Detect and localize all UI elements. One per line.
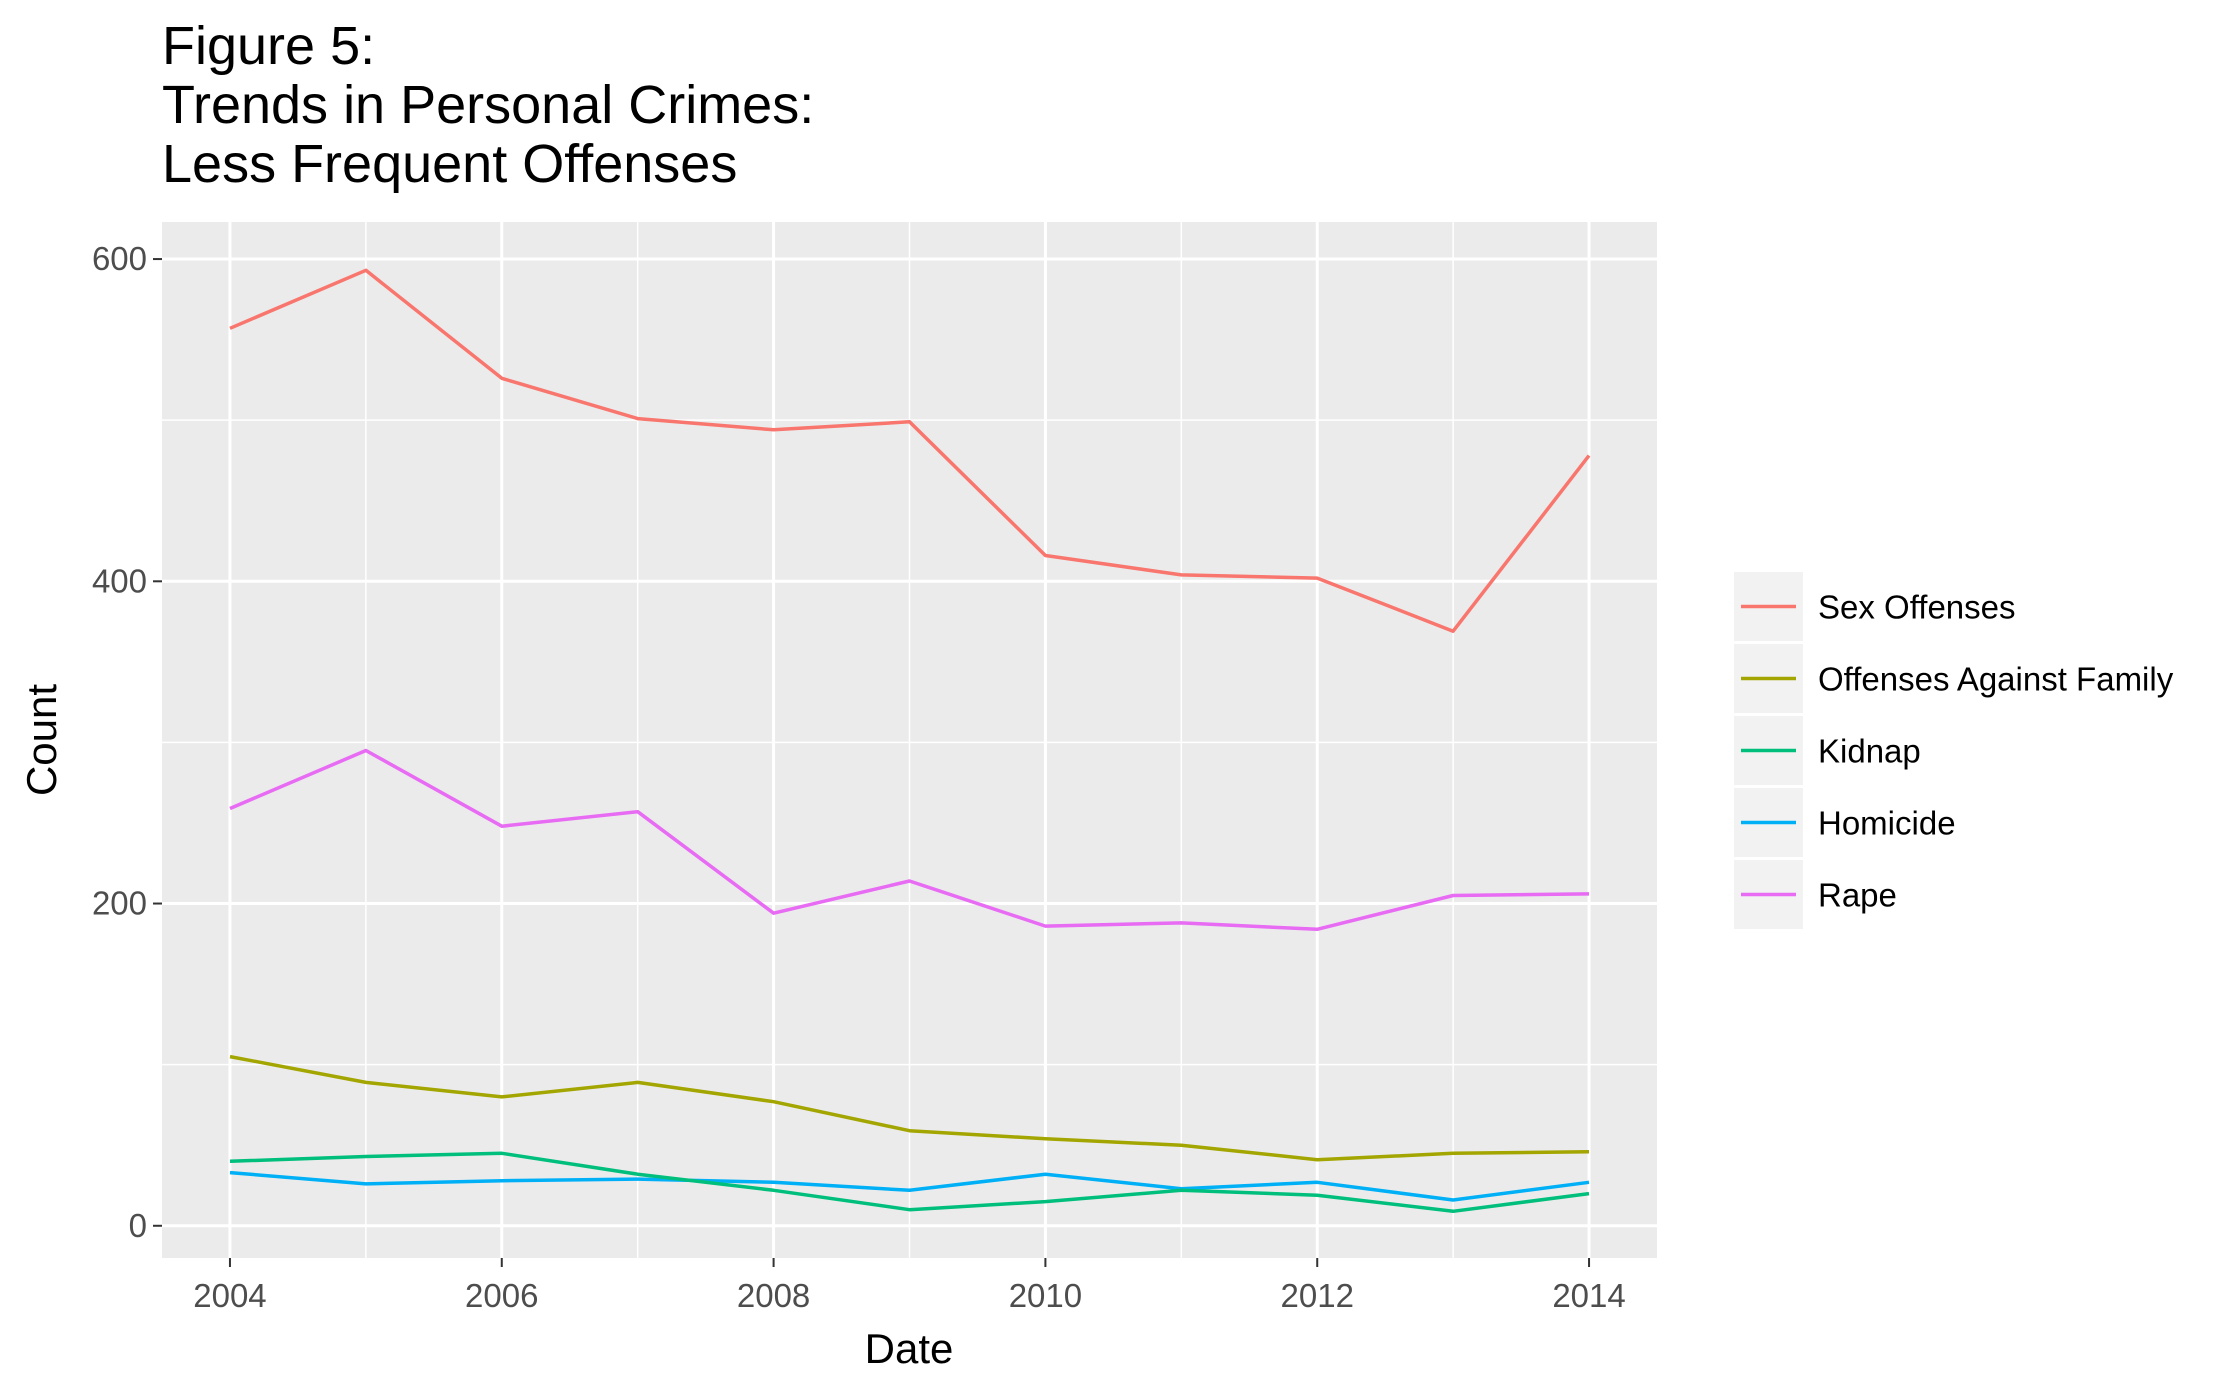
y-tick-label: 600 [92, 240, 147, 277]
legend-label-kidnap: Kidnap [1818, 733, 1921, 770]
x-tick-label: 2012 [1281, 1277, 1354, 1314]
x-tick-label: 2006 [465, 1277, 538, 1314]
legend-label-homicide: Homicide [1818, 805, 1956, 842]
y-tick-label: 0 [129, 1207, 147, 1244]
y-tick-label: 200 [92, 885, 147, 922]
chart-title: Figure 5: Trends in Personal Crimes: Les… [162, 16, 814, 194]
x-tick-label: 2014 [1552, 1277, 1625, 1314]
y-tick-label: 400 [92, 562, 147, 599]
series-line-kidnap [229, 1151, 1590, 1214]
y-axis-title: Count [18, 684, 65, 796]
title-line-1: Figure 5: [162, 16, 375, 76]
legend: Sex Offenses Offenses Against Family Kidna… [1734, 572, 2174, 929]
series-line-rape [229, 748, 1590, 932]
legend-label-rape: Rape [1818, 877, 1897, 914]
series-line-offenses-against-family [229, 1054, 1590, 1162]
series-lines [229, 268, 1591, 1214]
axes: 2004 2006 2008 2010 2012 2014 0 200 400 600 [92, 240, 1626, 1314]
x-axis-title: Date [865, 1325, 954, 1372]
title-line-3: Less Frequent Offenses [162, 134, 737, 194]
title-line-2: Trends in Personal Crimes: [162, 75, 814, 135]
x-tick-label: 2010 [1009, 1277, 1082, 1314]
x-tick-label: 2008 [737, 1277, 810, 1314]
grid-lines [162, 222, 1657, 1258]
series-line-sex-offenses [229, 268, 1591, 633]
series-line-homicide [229, 1170, 1590, 1202]
legend-label-offenses-against-family: Offenses Against Family [1818, 661, 2174, 698]
x-tick-label: 2004 [193, 1277, 266, 1314]
legend-label-sex-offenses: Sex Offenses [1818, 589, 2016, 626]
